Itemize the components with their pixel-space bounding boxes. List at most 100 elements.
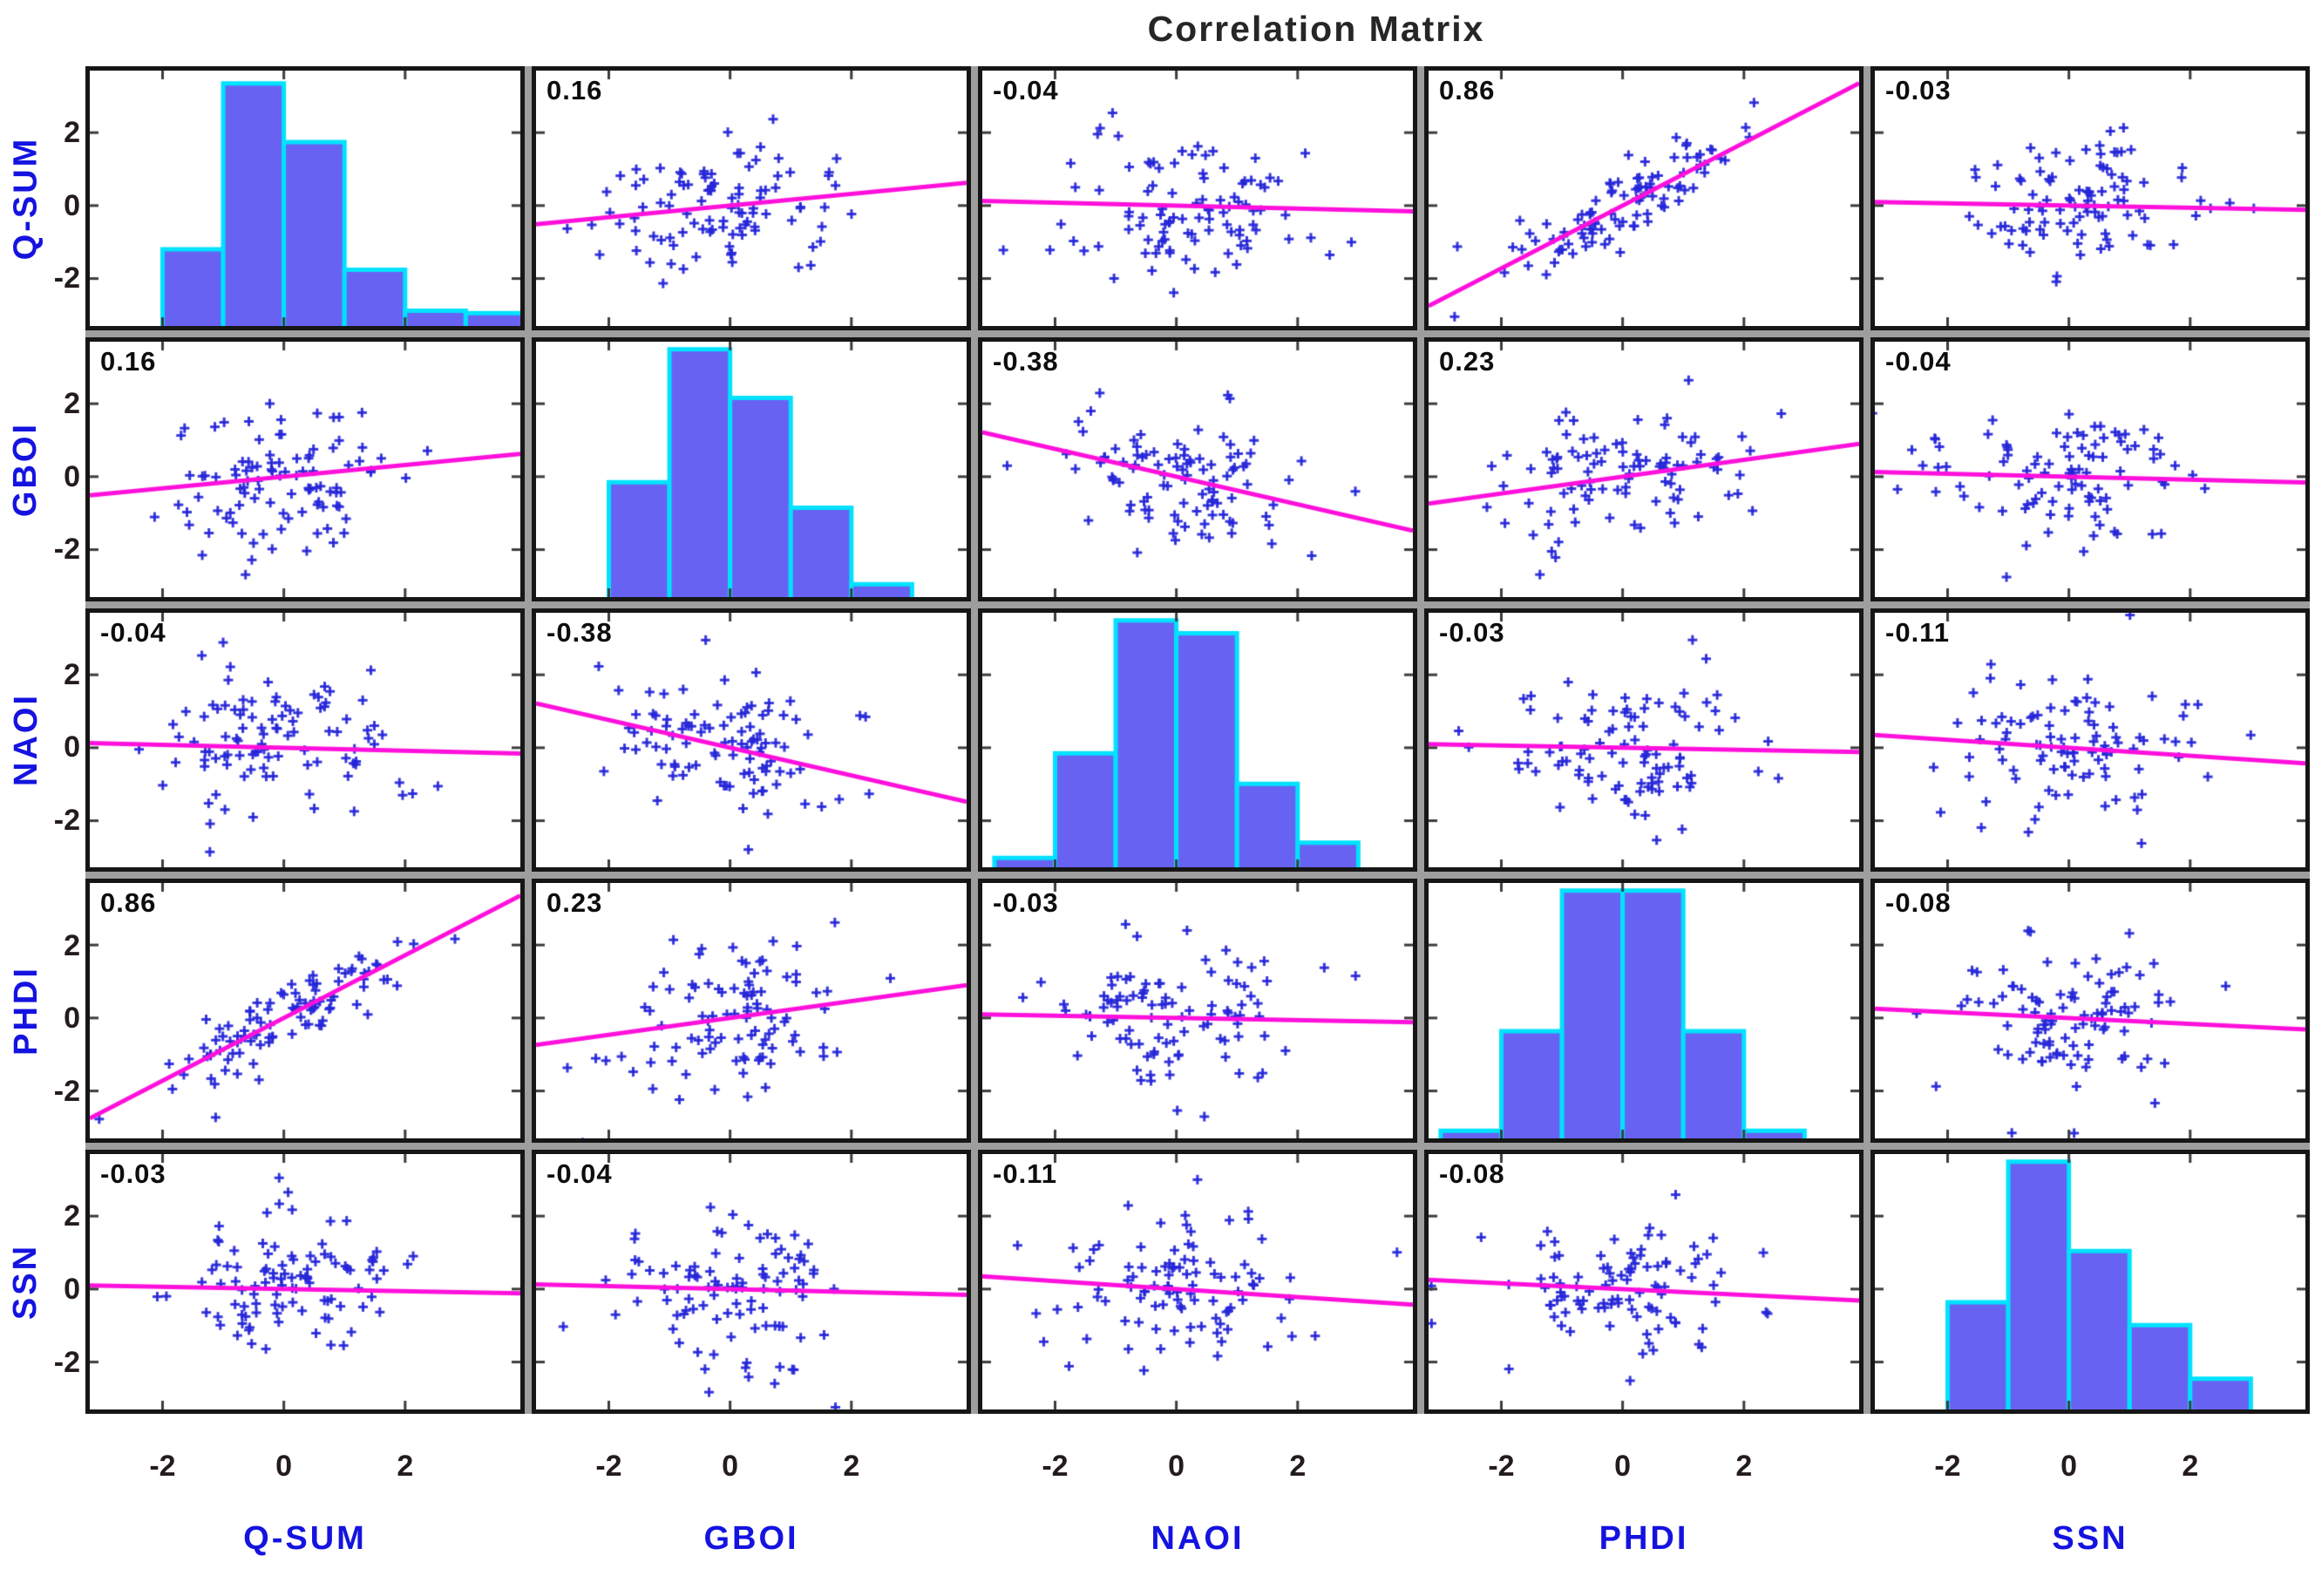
x-tick-label: -2 <box>1042 1450 1069 1483</box>
correlation-value: 0.86 <box>100 887 157 919</box>
scatter-canvas <box>90 612 520 868</box>
y-tick-label: 2 <box>64 657 80 691</box>
correlation-value: -0.08 <box>1439 1158 1505 1190</box>
y-tick-label: 0 <box>64 1272 80 1306</box>
scatter-canvas <box>536 883 967 1139</box>
x-tick-label: -2 <box>595 1450 622 1483</box>
x-tick-label: 2 <box>2182 1450 2199 1483</box>
panel-GBOI-vs-GBOI <box>532 336 971 601</box>
histogram-canvas <box>1429 883 1859 1139</box>
panel-SSN-vs-GBOI: -0.04 <box>532 1150 971 1414</box>
scatter-canvas <box>90 341 520 597</box>
correlation-value: -0.03 <box>1439 616 1505 648</box>
panel-PHDI-vs-Q-SUM: 0.86 <box>85 879 525 1144</box>
y-tick-label: 2 <box>64 928 80 962</box>
y-tick-label: 0 <box>64 188 80 222</box>
panel-GBOI-vs-Q-SUM: 0.16 <box>85 336 525 601</box>
panel-GBOI-vs-SSN: -0.04 <box>1870 336 2310 601</box>
correlation-value: 0.23 <box>1439 345 1496 377</box>
scatter-canvas <box>982 1154 1413 1409</box>
y-tick-label: 0 <box>64 730 80 764</box>
x-tick-label: 0 <box>722 1450 739 1483</box>
scatter-canvas <box>1875 71 2305 326</box>
x-tick-label: -2 <box>1934 1450 1961 1483</box>
x-tick-label: -2 <box>149 1450 176 1483</box>
x-tick-label: 2 <box>1735 1450 1753 1483</box>
y-tick-label: -2 <box>53 804 80 838</box>
histogram-canvas <box>1875 1154 2305 1409</box>
panel-Q-SUM-vs-GBOI: 0.16 <box>532 66 971 330</box>
correlation-value: -0.03 <box>1885 75 1952 105</box>
panel-Q-SUM-vs-NAOI: -0.04 <box>978 66 1417 330</box>
x-tick-label: 2 <box>397 1450 414 1483</box>
correlation-value: 0.16 <box>100 345 157 377</box>
panel-NAOI-vs-PHDI: -0.03 <box>1424 608 1864 873</box>
x-tick-label: 0 <box>275 1450 293 1483</box>
col-label-NAOI: NAOI <box>1151 1520 1245 1557</box>
y-tick-label: 0 <box>64 1002 80 1036</box>
scatter-plot-matrix: 0.16 -0.04 0.86 -0.03 0.16 -0.38 0.23 -0.04 -0.0… <box>85 66 2310 1414</box>
histogram-canvas <box>982 612 1413 868</box>
col-label-PHDI: PHDI <box>1599 1520 1689 1557</box>
scatter-canvas <box>536 612 967 868</box>
correlation-value: 0.86 <box>1439 75 1496 105</box>
correlation-value: 0.16 <box>547 75 603 105</box>
y-tick-label: -2 <box>53 261 80 295</box>
panel-PHDI-vs-NAOI: -0.03 <box>978 879 1417 1144</box>
panel-SSN-vs-Q-SUM: -0.03 <box>85 1150 525 1414</box>
scatter-canvas <box>982 883 1413 1139</box>
scatter-canvas <box>1429 341 1859 597</box>
col-label-SSN: SSN <box>2052 1520 2128 1557</box>
panel-Q-SUM-vs-SSN: -0.03 <box>1870 66 2310 330</box>
panel-SSN-vs-NAOI: -0.11 <box>978 1150 1417 1414</box>
panel-PHDI-vs-PHDI <box>1424 879 1864 1144</box>
correlation-value: -0.11 <box>1885 616 1950 648</box>
panel-PHDI-vs-SSN: -0.08 <box>1870 879 2310 1144</box>
x-tick-label: 2 <box>843 1450 860 1483</box>
y-tick-label: -2 <box>53 1345 80 1379</box>
scatter-canvas <box>90 1154 520 1409</box>
col-label-GBOI: GBOI <box>703 1520 799 1557</box>
panel-NAOI-vs-NAOI <box>978 608 1417 873</box>
correlation-value: -0.04 <box>993 75 1059 105</box>
y-tick-label: 2 <box>64 1199 80 1233</box>
scatter-canvas <box>1429 71 1859 326</box>
y-tick-label: 0 <box>64 459 80 493</box>
panel-GBOI-vs-NAOI: -0.38 <box>978 336 1417 601</box>
x-tick-label: 2 <box>1289 1450 1307 1483</box>
scatter-canvas <box>536 71 967 326</box>
correlation-value: -0.38 <box>993 345 1059 377</box>
panel-NAOI-vs-Q-SUM: -0.04 <box>85 608 525 873</box>
y-tick-label: 2 <box>64 386 80 420</box>
correlation-value: -0.08 <box>1885 887 1952 919</box>
panel-Q-SUM-vs-PHDI: 0.86 <box>1424 66 1864 330</box>
correlation-value: -0.04 <box>100 616 166 648</box>
scatter-canvas <box>90 883 520 1139</box>
x-tick-label: 0 <box>1614 1450 1632 1483</box>
panel-PHDI-vs-GBOI: 0.23 <box>532 879 971 1144</box>
panel-GBOI-vs-PHDI: 0.23 <box>1424 336 1864 601</box>
correlation-value: -0.04 <box>547 1158 613 1190</box>
panel-Q-SUM-vs-Q-SUM <box>85 66 525 330</box>
correlation-value: -0.03 <box>100 1158 166 1190</box>
scatter-canvas <box>982 71 1413 326</box>
scatter-canvas <box>982 341 1413 597</box>
y-tick-label: 2 <box>64 116 80 150</box>
scatter-canvas <box>1875 883 2305 1139</box>
scatter-canvas <box>1875 612 2305 868</box>
histogram-canvas <box>90 71 520 326</box>
scatter-canvas <box>1429 1154 1859 1409</box>
chart-title: Correlation Matrix <box>1147 9 1485 49</box>
panel-SSN-vs-PHDI: -0.08 <box>1424 1150 1864 1414</box>
x-tick-label: 0 <box>1168 1450 1185 1483</box>
panel-SSN-vs-SSN <box>1870 1150 2310 1414</box>
scatter-canvas <box>1429 612 1859 868</box>
correlation-value: 0.23 <box>547 887 603 919</box>
scatter-canvas <box>1875 341 2305 597</box>
x-tick-label: -2 <box>1488 1450 1515 1483</box>
y-tick-label: -2 <box>53 1074 80 1108</box>
panel-NAOI-vs-SSN: -0.11 <box>1870 608 2310 873</box>
y-tick-label: -2 <box>53 533 80 567</box>
x-tick-label: 0 <box>2060 1450 2078 1483</box>
